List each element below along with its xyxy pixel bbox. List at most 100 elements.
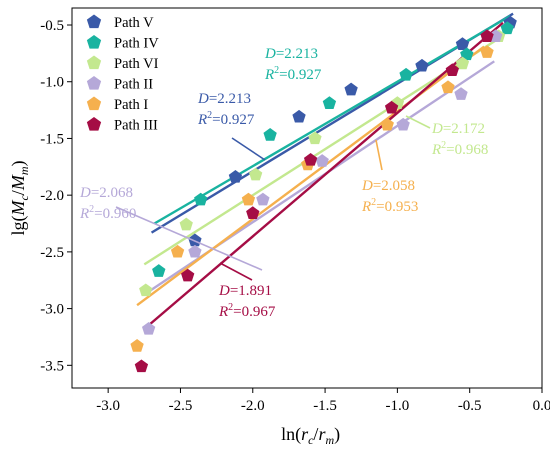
axis-labels: ln(rc/rm)lg(Mc/Mm) xyxy=(8,160,340,447)
annotation-r-superscript: 2 xyxy=(89,204,94,215)
annotation-r-symbol: R xyxy=(197,112,207,128)
annotation-d-symbol: D xyxy=(197,91,209,107)
data-point-pentagon xyxy=(256,192,270,206)
y-label-sub: m xyxy=(17,166,31,175)
annotation-r-symbol: R xyxy=(264,67,274,83)
legend-label: Path II xyxy=(114,77,153,93)
y-label-sub: c xyxy=(17,195,31,201)
x-tick-label: -1.0 xyxy=(386,398,410,414)
y-tick-label: -2.0 xyxy=(40,188,64,204)
x-label-sub: c xyxy=(308,433,314,447)
data-point-pentagon xyxy=(194,192,208,206)
legend: Path V Path IV Path VI Path II Path I Path II… xyxy=(86,14,159,134)
x-tick-label: -0.5 xyxy=(458,398,482,414)
data-point-pentagon xyxy=(322,96,337,109)
annotation-r2-number: =0.927 xyxy=(279,67,322,83)
data-point-pentagon xyxy=(246,206,260,219)
data-point-pentagon xyxy=(384,100,399,114)
legend-marker xyxy=(86,96,102,111)
data-point-pentagon xyxy=(460,47,474,61)
data-point-pentagon xyxy=(139,283,153,297)
annotation-r2-number: =0.967 xyxy=(233,304,276,320)
annotation-r2-value: R2=0.960 xyxy=(79,204,136,222)
legend-marker xyxy=(86,55,102,70)
fit-line xyxy=(143,21,504,330)
data-point-pentagon xyxy=(134,359,149,373)
legend-marker xyxy=(86,76,102,90)
legend-label: Path VI xyxy=(114,56,159,72)
legend-marker xyxy=(86,35,102,49)
annotation-d-symbol: D xyxy=(361,178,373,194)
data-point-pentagon xyxy=(489,29,503,43)
annotation-d-value: D=2.068 xyxy=(79,185,133,201)
annotation-d-symbol: D xyxy=(79,185,91,201)
y-tick-label: -2.5 xyxy=(40,245,64,261)
data-point-pentagon xyxy=(130,339,144,352)
annotation-r-symbol: R xyxy=(218,304,228,320)
annotation-d-symbol: D xyxy=(431,121,443,137)
x-label-sub: m xyxy=(325,433,334,447)
y-tick-label: -3.0 xyxy=(40,302,64,318)
annotation-r-superscript: 2 xyxy=(371,197,376,208)
annotation-leader-line xyxy=(115,206,263,271)
x-tick-label: -2.0 xyxy=(241,398,265,414)
annotation-d-number: =2.058 xyxy=(373,178,415,194)
annotation-d-symbol: D xyxy=(264,46,276,62)
annotation-r2-number: =0.968 xyxy=(446,142,488,158)
data-point-pentagon xyxy=(500,21,514,35)
annotation-d-value: D=2.058 xyxy=(361,178,415,194)
fit-line xyxy=(136,45,485,307)
legend-label: Path V xyxy=(114,15,154,31)
data-point-pentagon xyxy=(380,117,394,131)
annotation-leader-line xyxy=(231,137,266,161)
annotation-leader-line xyxy=(375,139,383,171)
legend-label: Path III xyxy=(114,118,158,134)
data-points xyxy=(130,15,517,373)
data-point-pentagon xyxy=(455,56,470,70)
y-tick-label: -0.5 xyxy=(40,18,64,34)
data-point-pentagon xyxy=(141,322,156,335)
annotation-r2-value: R2=0.927 xyxy=(264,65,322,83)
annotation-d-number: =2.213 xyxy=(276,46,318,62)
data-point-pentagon xyxy=(396,117,410,131)
y-tick-label: -1.5 xyxy=(40,131,64,147)
x-tick-label: 0.0 xyxy=(533,398,550,414)
y-label-part: lg( xyxy=(8,216,29,236)
annotation-r-symbol: R xyxy=(361,199,371,215)
annotation-d-value: D=1.891 xyxy=(218,283,272,299)
data-point-pentagon xyxy=(399,67,413,81)
data-point-pentagon xyxy=(181,268,195,282)
legend-label: Path I xyxy=(114,97,148,113)
annotation-r2-number: =0.927 xyxy=(212,112,255,128)
x-tick-label: -3.0 xyxy=(96,398,120,414)
data-point-pentagon xyxy=(480,45,494,58)
data-point-pentagon xyxy=(415,58,429,72)
annotation-d-symbol: D xyxy=(218,283,230,299)
fit-line xyxy=(153,14,511,225)
annotation-leader-line xyxy=(405,115,431,129)
data-point-pentagon xyxy=(292,109,306,123)
data-point-pentagon xyxy=(480,29,494,43)
data-point-pentagon xyxy=(455,37,470,50)
annotation-r-superscript: 2 xyxy=(228,302,233,313)
data-point-pentagon xyxy=(152,264,166,277)
legend-label: Path IV xyxy=(114,36,159,52)
data-point-pentagon xyxy=(179,217,193,231)
annotation-d-number: =1.891 xyxy=(230,283,272,299)
data-point-pentagon xyxy=(170,244,185,258)
y-tick-label: -1.0 xyxy=(40,75,64,91)
y-tick-label: -3.5 xyxy=(40,358,64,374)
annotation-d-value: D=2.172 xyxy=(431,121,485,137)
axis-ticks: -3.0 -2.5 -2.0 -1.5 -1.0 -0.5 0.0 -0.5 -1.0 -1.5 -… xyxy=(40,18,550,414)
legend-marker xyxy=(86,14,102,29)
annotation-r2-value: R2=0.967 xyxy=(218,302,276,320)
y-label-part: M xyxy=(8,174,28,191)
y-label-part: / xyxy=(8,190,28,195)
annotation-leader-line xyxy=(219,262,253,281)
data-point-pentagon xyxy=(315,154,329,167)
data-point-pentagon xyxy=(303,153,318,166)
annotation-r-superscript: 2 xyxy=(207,110,212,121)
plot-frame xyxy=(71,7,543,389)
annotation-r-superscript: 2 xyxy=(441,140,446,151)
legend-marker xyxy=(86,117,102,131)
